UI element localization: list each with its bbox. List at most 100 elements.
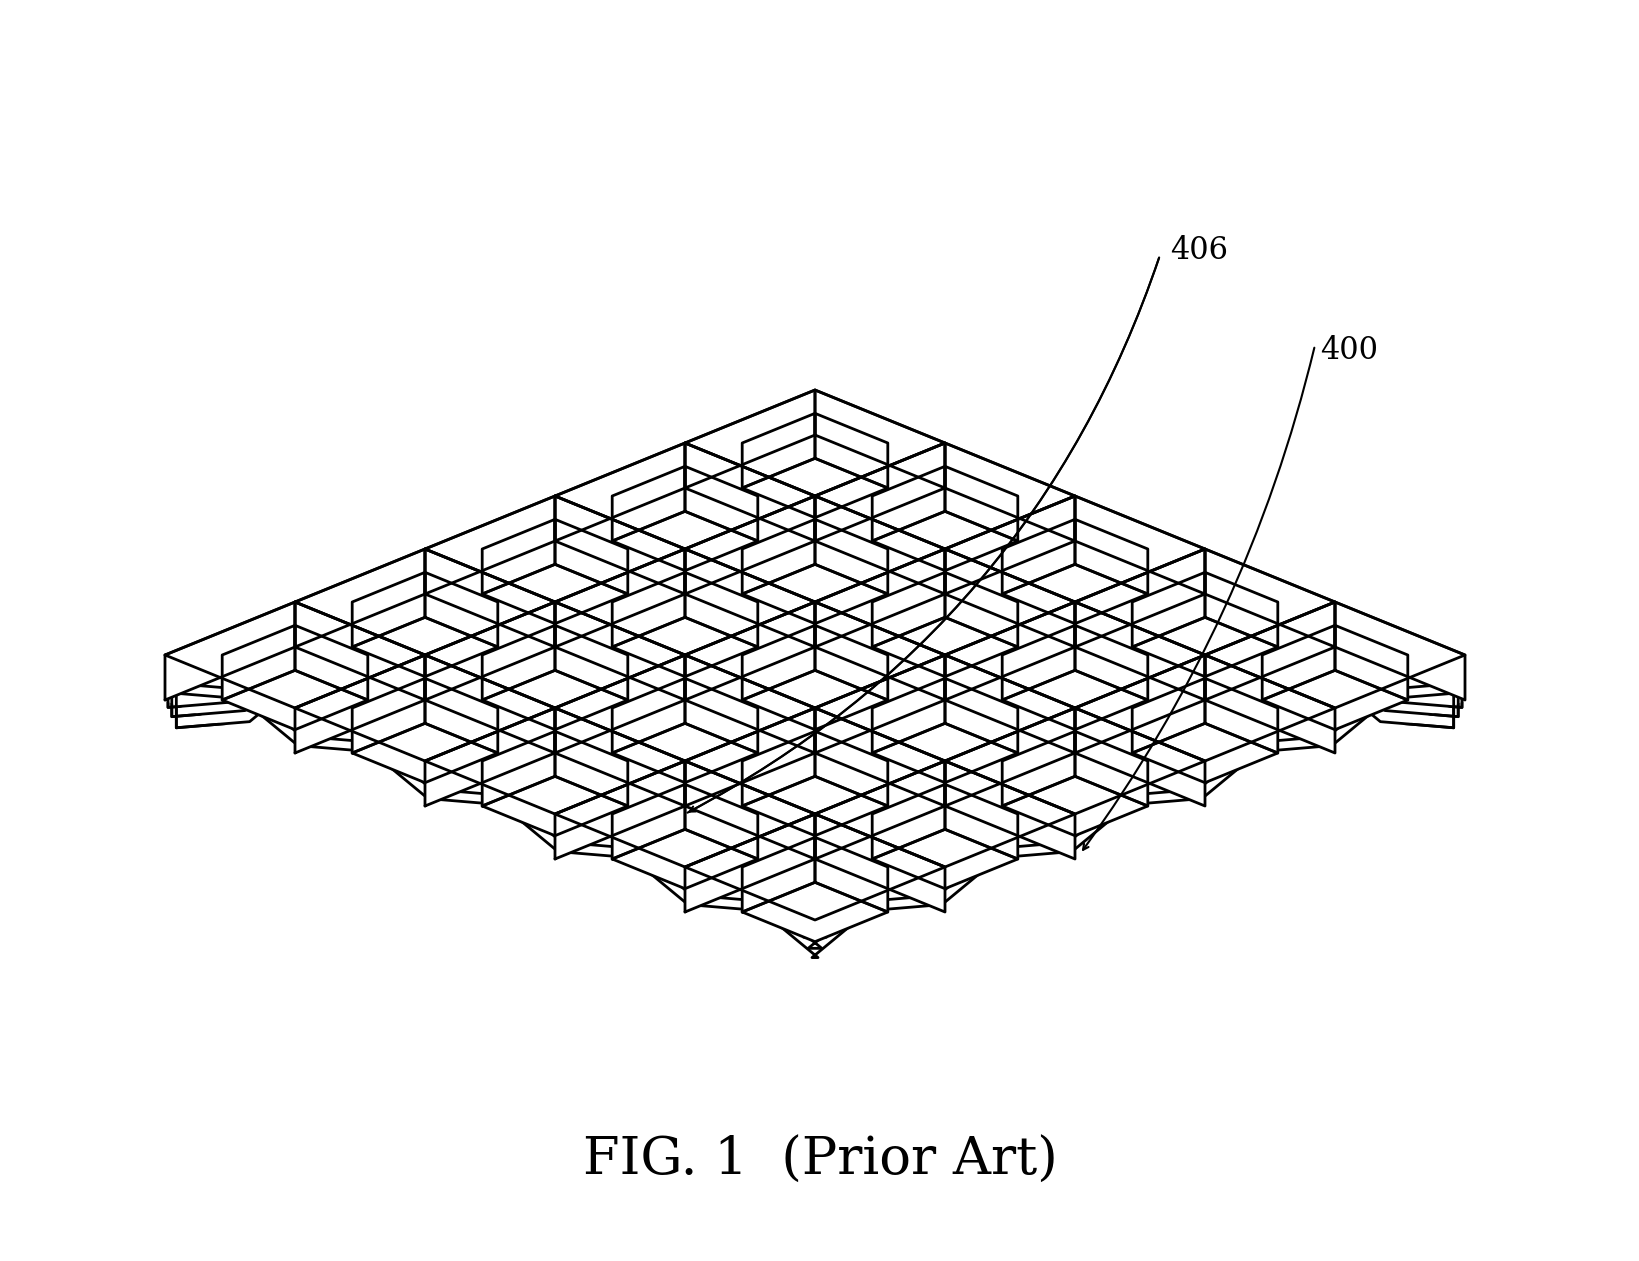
Polygon shape: [1336, 625, 1408, 700]
Polygon shape: [1075, 625, 1147, 700]
Polygon shape: [482, 520, 556, 594]
Polygon shape: [946, 784, 1018, 859]
Polygon shape: [685, 707, 815, 806]
Polygon shape: [295, 601, 425, 700]
Polygon shape: [166, 435, 1465, 965]
Polygon shape: [742, 777, 888, 836]
Polygon shape: [295, 625, 367, 700]
Polygon shape: [556, 625, 628, 700]
Polygon shape: [295, 549, 425, 647]
Polygon shape: [352, 572, 425, 647]
Polygon shape: [685, 601, 946, 707]
Polygon shape: [1262, 671, 1408, 730]
Polygon shape: [946, 601, 1205, 707]
Polygon shape: [685, 549, 815, 647]
Polygon shape: [815, 760, 946, 859]
Polygon shape: [352, 618, 498, 677]
Polygon shape: [685, 496, 815, 594]
Polygon shape: [946, 549, 1075, 647]
Polygon shape: [1001, 625, 1075, 700]
Polygon shape: [352, 724, 498, 783]
Polygon shape: [425, 496, 556, 594]
Polygon shape: [946, 654, 1075, 753]
Polygon shape: [166, 601, 425, 707]
Polygon shape: [425, 572, 498, 647]
Polygon shape: [482, 565, 628, 624]
Polygon shape: [1075, 731, 1147, 806]
Polygon shape: [1205, 601, 1465, 707]
Polygon shape: [1205, 654, 1336, 753]
Polygon shape: [613, 572, 685, 647]
Polygon shape: [556, 707, 685, 806]
Polygon shape: [482, 731, 556, 806]
Polygon shape: [872, 572, 946, 647]
Polygon shape: [815, 601, 946, 700]
Polygon shape: [815, 625, 888, 700]
Text: FIG. 1  (Prior Art): FIG. 1 (Prior Art): [582, 1135, 1057, 1185]
Polygon shape: [872, 618, 1018, 677]
Polygon shape: [1001, 520, 1075, 594]
Polygon shape: [613, 724, 757, 783]
Polygon shape: [815, 520, 888, 594]
Polygon shape: [1075, 654, 1336, 760]
Polygon shape: [815, 837, 888, 912]
Polygon shape: [482, 777, 628, 836]
Polygon shape: [742, 520, 815, 594]
Polygon shape: [872, 467, 946, 541]
Polygon shape: [685, 601, 815, 700]
Polygon shape: [1075, 549, 1336, 654]
Polygon shape: [1336, 601, 1465, 700]
Polygon shape: [946, 707, 1205, 815]
Polygon shape: [815, 414, 888, 488]
Polygon shape: [815, 654, 946, 753]
Polygon shape: [556, 520, 628, 594]
Polygon shape: [946, 496, 1205, 601]
Polygon shape: [685, 496, 946, 601]
Polygon shape: [946, 443, 1075, 541]
Polygon shape: [742, 837, 815, 912]
Polygon shape: [946, 467, 1018, 541]
Polygon shape: [685, 784, 757, 859]
Polygon shape: [742, 671, 888, 730]
Polygon shape: [1133, 572, 1205, 647]
Polygon shape: [685, 654, 815, 753]
Polygon shape: [815, 815, 946, 912]
Polygon shape: [223, 625, 295, 700]
Polygon shape: [742, 565, 888, 624]
Polygon shape: [742, 883, 888, 942]
Polygon shape: [872, 511, 1018, 571]
Polygon shape: [872, 830, 1018, 889]
Polygon shape: [946, 678, 1018, 753]
Polygon shape: [742, 625, 815, 700]
Polygon shape: [685, 390, 946, 496]
Polygon shape: [685, 572, 757, 647]
Polygon shape: [425, 549, 556, 647]
Polygon shape: [425, 678, 498, 753]
Polygon shape: [815, 496, 946, 594]
Polygon shape: [556, 654, 685, 753]
Polygon shape: [1075, 707, 1205, 806]
Polygon shape: [815, 443, 946, 541]
Polygon shape: [1133, 678, 1205, 753]
Polygon shape: [815, 390, 946, 488]
Polygon shape: [223, 671, 367, 730]
Polygon shape: [815, 549, 1075, 654]
Polygon shape: [1205, 549, 1336, 647]
Polygon shape: [425, 496, 685, 601]
Polygon shape: [872, 784, 946, 859]
Polygon shape: [295, 654, 425, 753]
Polygon shape: [166, 601, 295, 700]
Polygon shape: [1262, 625, 1336, 700]
Polygon shape: [613, 511, 757, 571]
Polygon shape: [946, 572, 1018, 647]
Polygon shape: [815, 654, 1075, 760]
Polygon shape: [425, 654, 556, 753]
Polygon shape: [482, 625, 556, 700]
Polygon shape: [685, 760, 815, 859]
Polygon shape: [556, 549, 815, 654]
Polygon shape: [425, 601, 556, 700]
Polygon shape: [556, 654, 815, 760]
Polygon shape: [1075, 520, 1147, 594]
Polygon shape: [946, 496, 1075, 594]
Polygon shape: [685, 815, 815, 912]
